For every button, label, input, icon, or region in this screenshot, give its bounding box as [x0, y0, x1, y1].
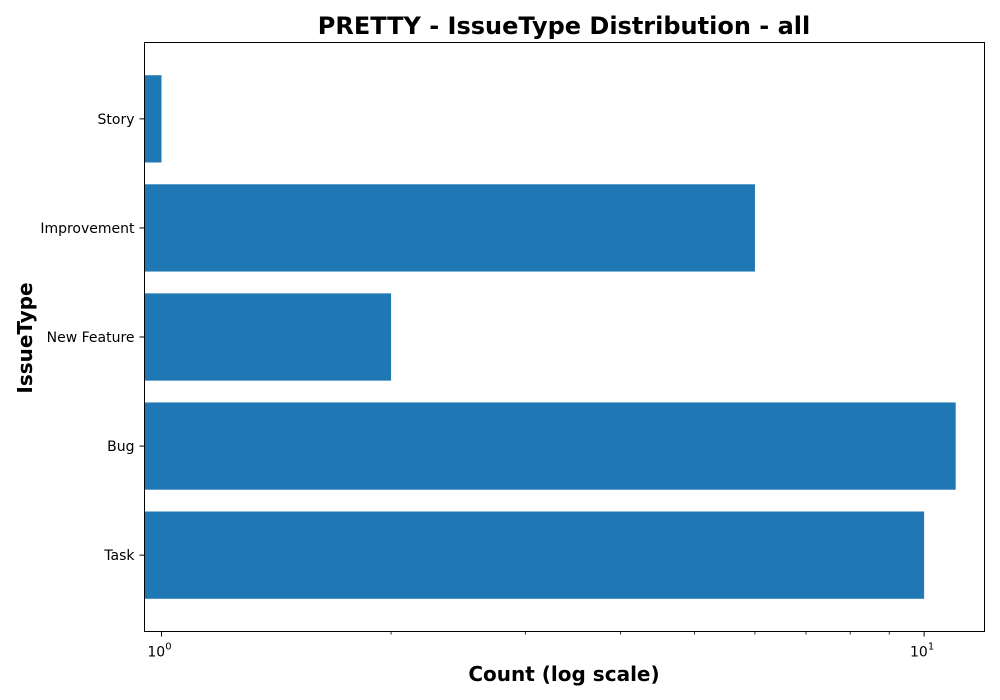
y-tick-label: Story — [98, 112, 135, 128]
bar-task — [144, 511, 925, 599]
ticks-layer: Task Bug New Feature Improvement Story 100 101 — [40, 112, 934, 661]
bar-new-feature — [144, 293, 392, 381]
x-axis-label: Count (log scale) — [468, 662, 659, 686]
plot-frame — [144, 42, 985, 632]
y-tick-label: Bug — [107, 439, 134, 455]
bar-story — [144, 75, 162, 163]
bars-layer — [144, 75, 956, 599]
chart-title: PRETTY - IssueType Distribution - all — [318, 12, 810, 40]
y-tick-label: New Feature — [47, 330, 135, 346]
bar-bug — [144, 402, 956, 490]
y-tick-label: Improvement — [40, 221, 135, 237]
bar-improvement — [144, 184, 755, 272]
x-tick-label: 100 — [147, 642, 171, 661]
y-axis-label: IssueType — [13, 282, 37, 393]
x-tick-label: 101 — [910, 642, 934, 661]
y-tick-label: Task — [103, 548, 135, 564]
